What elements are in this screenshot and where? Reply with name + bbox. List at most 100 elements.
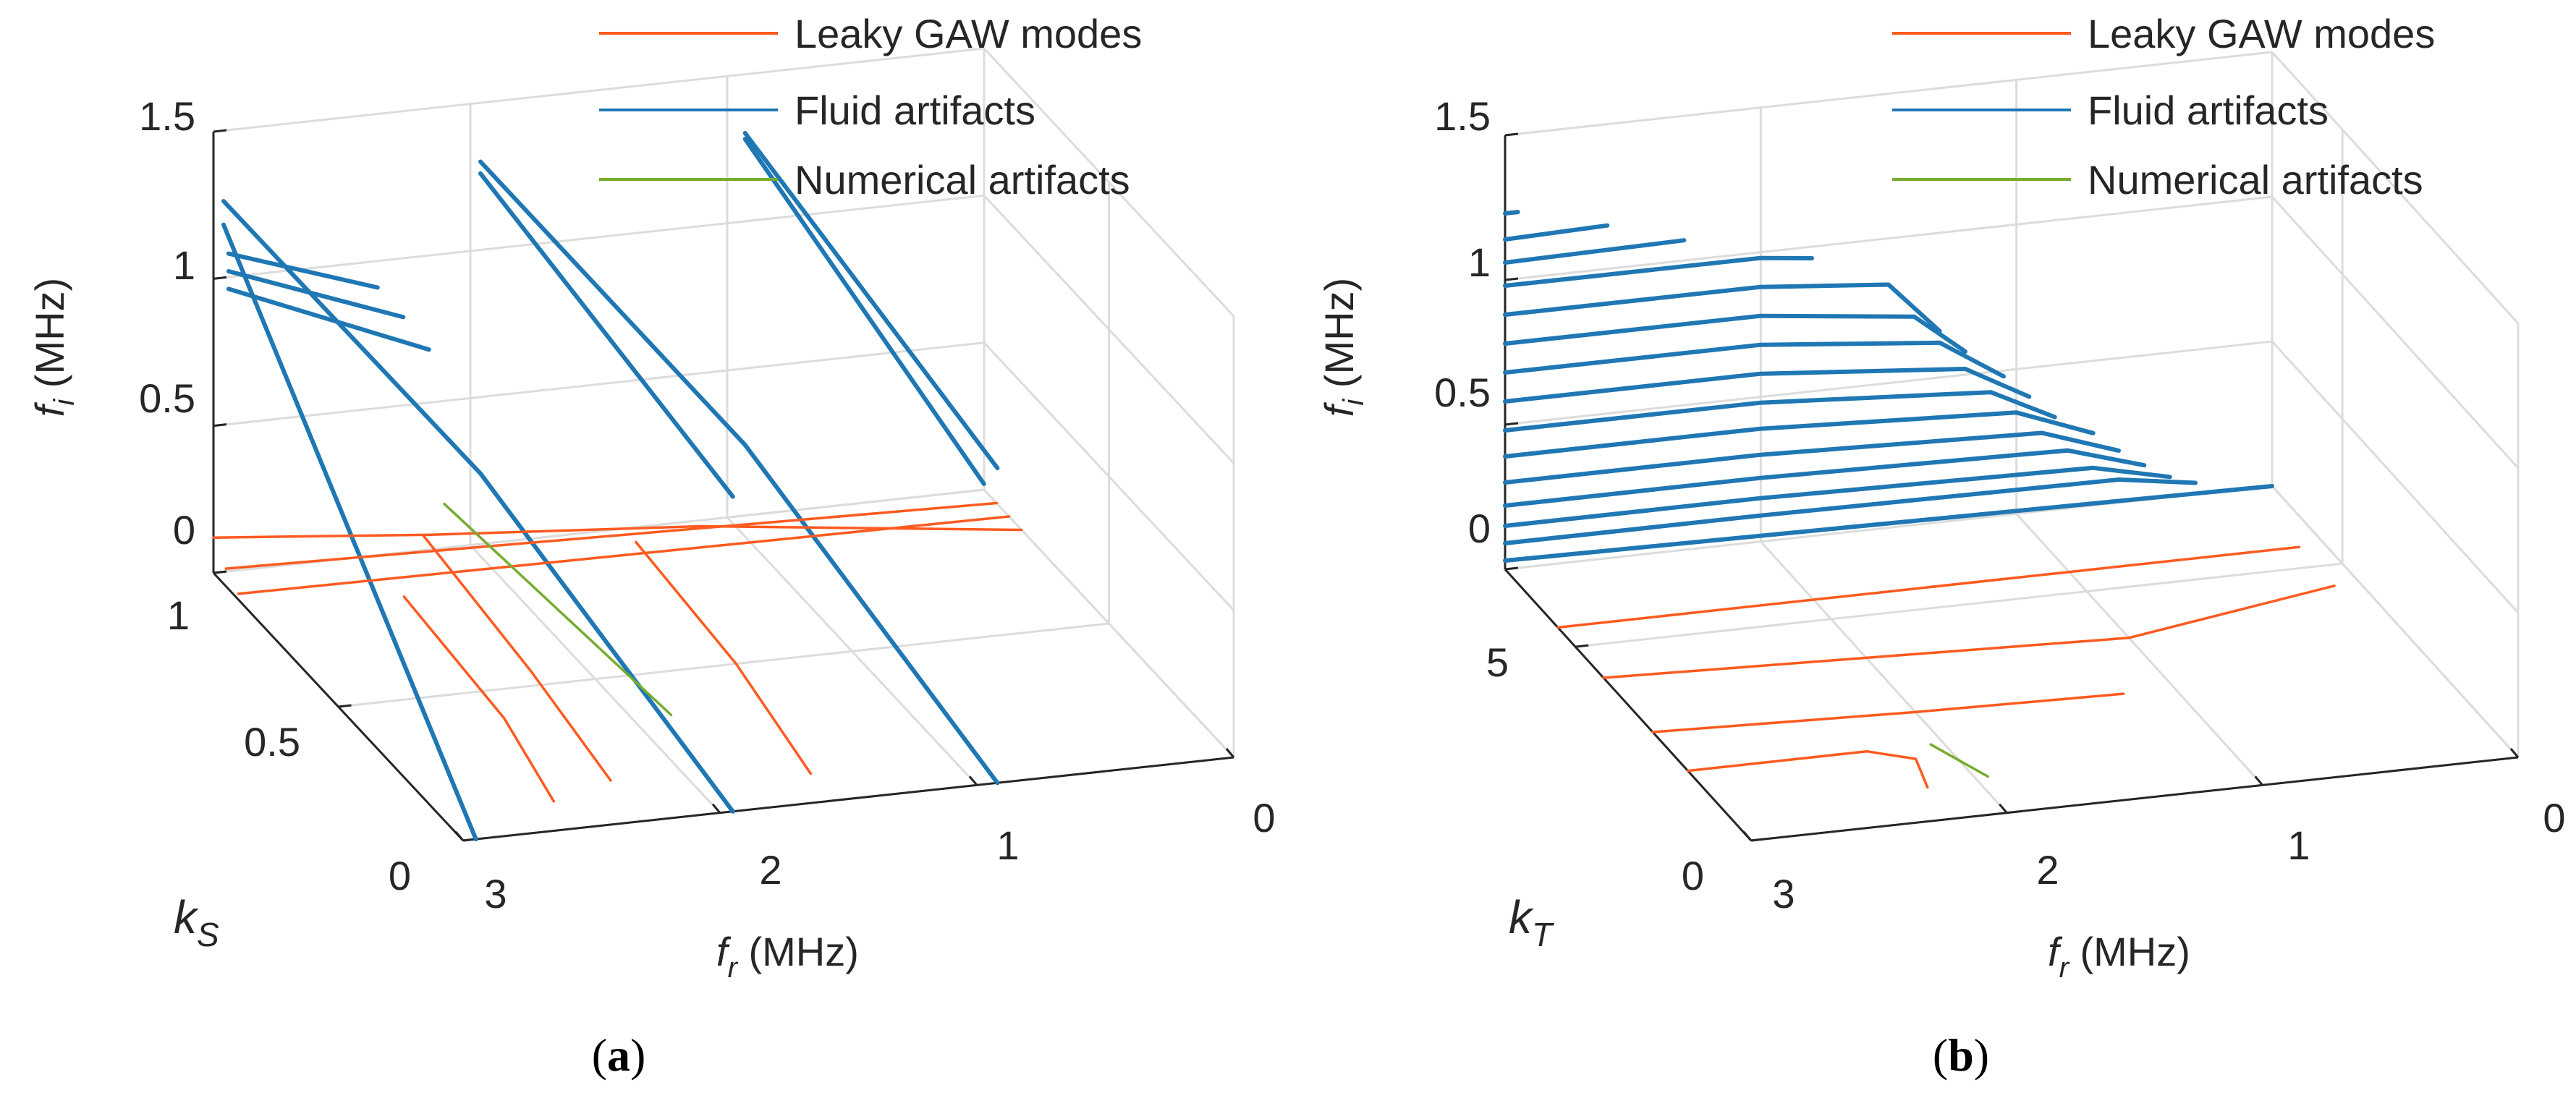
numerical-curve bbox=[443, 502, 673, 717]
panel-b-legend-label: Numerical artifacts bbox=[2088, 157, 2423, 203]
z-tick-mark bbox=[213, 129, 227, 133]
z-tick-mark bbox=[1504, 277, 1519, 281]
x-tick-mark bbox=[2254, 775, 2263, 786]
panel-a-legend-label: Numerical artifacts bbox=[795, 157, 1130, 203]
panel-a-x-tick: 0 bbox=[1253, 795, 1275, 841]
panel-a-z-tick: 0.5 bbox=[139, 375, 195, 421]
leaky-curve bbox=[1651, 692, 2125, 733]
series-leaky bbox=[1556, 545, 2336, 789]
panel-a-y-tick: 0 bbox=[389, 853, 411, 898]
fluid-curve bbox=[1503, 340, 2006, 379]
leaky-curve bbox=[1686, 749, 1929, 789]
leaky-curve bbox=[1602, 584, 2336, 679]
fluid-curve bbox=[478, 471, 735, 814]
fluid-curve bbox=[742, 137, 986, 486]
fluid-curve bbox=[478, 159, 747, 448]
fluid-curve bbox=[1503, 238, 1687, 265]
panel-a-legend-label: Leaky GAW modes bbox=[795, 11, 1142, 56]
panel-b-x-tick: 2 bbox=[2036, 847, 2059, 893]
series-fluid bbox=[221, 131, 1000, 842]
panel-a-x-tick: 1 bbox=[996, 822, 1019, 868]
leaky-curve bbox=[422, 534, 612, 782]
x-tick-mark bbox=[2509, 748, 2520, 758]
series-fluid bbox=[1503, 210, 2274, 563]
fluid-curve bbox=[221, 199, 483, 476]
x-tick-mark bbox=[1225, 748, 1235, 758]
panel-b-z-tick: 0 bbox=[1468, 506, 1491, 551]
fluid-curve bbox=[1503, 390, 2057, 433]
y-axis bbox=[1504, 568, 1753, 842]
panel-a-z-tick: 0 bbox=[173, 507, 195, 553]
panel-b-y-tick: 5 bbox=[1486, 639, 1509, 685]
panel-a-x-label: fr (MHz) bbox=[716, 929, 859, 984]
panel-b-legend-label: Leaky GAW modes bbox=[2088, 11, 2435, 56]
grid-line bbox=[1760, 540, 2008, 814]
leaky-curve bbox=[635, 540, 813, 775]
fluid-curve bbox=[1503, 313, 1967, 354]
fluid-curve bbox=[226, 286, 431, 352]
fluid-curve bbox=[1503, 210, 1520, 216]
grid-line bbox=[213, 488, 1235, 759]
grid-line bbox=[338, 622, 1109, 708]
fluid-curve bbox=[478, 171, 735, 499]
leaky-curve bbox=[212, 524, 1023, 539]
y-tick-mark bbox=[1750, 838, 1765, 842]
panel-a: 1.5 1 0.5 0 1 0.5 0 3 2 1 0 fi (MHz) kS … bbox=[27, 11, 1276, 1081]
y-tick-mark bbox=[1575, 644, 1589, 648]
grid-line bbox=[2271, 485, 2520, 759]
leaky-curve bbox=[224, 501, 999, 570]
leaky-curve bbox=[237, 515, 1011, 595]
panel-b-x-tick: 1 bbox=[2287, 822, 2310, 868]
fluid-curve bbox=[1503, 477, 2198, 545]
series-numerical bbox=[443, 502, 673, 717]
fluid-curve bbox=[1503, 255, 1814, 288]
fluid-curve bbox=[226, 269, 406, 320]
panel-a-legend-label: Fluid artifacts bbox=[795, 88, 1035, 133]
fluid-curve bbox=[1503, 448, 2147, 508]
panel-a-legend: Leaky GAW modes Fluid artifacts Numerica… bbox=[599, 11, 1142, 203]
panel-b-z-tick: 1.5 bbox=[1434, 93, 1491, 139]
z-tick-mark bbox=[1504, 566, 1519, 571]
panel-b-x-label: fr (MHz) bbox=[2048, 929, 2190, 984]
fluid-curve bbox=[1503, 282, 1942, 333]
y-tick-mark bbox=[338, 704, 352, 708]
z-tick-mark bbox=[213, 423, 227, 428]
numerical-curve bbox=[1929, 743, 1990, 778]
fluid-curve bbox=[742, 131, 1000, 471]
fluid-curve bbox=[226, 251, 380, 290]
panel-b-y-tick: 0 bbox=[1682, 853, 1704, 898]
fluid-curve bbox=[1503, 367, 2032, 404]
x-tick-mark bbox=[711, 803, 721, 814]
panel-a-z-tick: 1.5 bbox=[139, 93, 195, 139]
x-tick-mark bbox=[454, 831, 465, 841]
panel-b-legend: Leaky GAW modes Fluid artifacts Numerica… bbox=[1892, 11, 2435, 203]
panel-b-caption: (b) bbox=[1933, 1029, 1989, 1081]
z-tick-mark bbox=[1504, 132, 1519, 137]
panel-a-z-tick: 1 bbox=[173, 242, 195, 288]
x-axis bbox=[1750, 756, 2519, 842]
panel-b-grid bbox=[1504, 51, 2520, 842]
z-tick-mark bbox=[213, 276, 227, 280]
leaky-curve bbox=[1556, 545, 2301, 629]
panel-a-y-tick: 0.5 bbox=[244, 719, 300, 765]
grid-line bbox=[1575, 562, 2343, 648]
z-tick-mark bbox=[1504, 422, 1519, 426]
fluid-curve bbox=[221, 222, 478, 842]
x-tick-mark bbox=[1742, 831, 1753, 841]
panel-b-z-label: fi (MHz) bbox=[1316, 278, 1370, 417]
panel-a-series bbox=[212, 131, 1023, 842]
fluid-curve bbox=[1503, 430, 2121, 485]
panel-b-x-tick: 3 bbox=[1772, 871, 1795, 916]
panel-b-z-tick: 0.5 bbox=[1434, 370, 1491, 415]
fluid-curve bbox=[1503, 410, 2096, 459]
leaky-curve bbox=[402, 595, 556, 803]
panel-a-y-label: kS bbox=[174, 891, 219, 953]
series-leaky bbox=[212, 501, 1023, 803]
fluid-curve bbox=[1503, 465, 2172, 528]
fluid-curve bbox=[742, 443, 1000, 786]
panel-b-x-tick: 0 bbox=[2543, 795, 2565, 841]
panel-a-caption: (a) bbox=[592, 1029, 646, 1081]
panel-a-z-label: fi (MHz) bbox=[27, 278, 80, 417]
panel-a-y-tick: 1 bbox=[167, 592, 190, 638]
